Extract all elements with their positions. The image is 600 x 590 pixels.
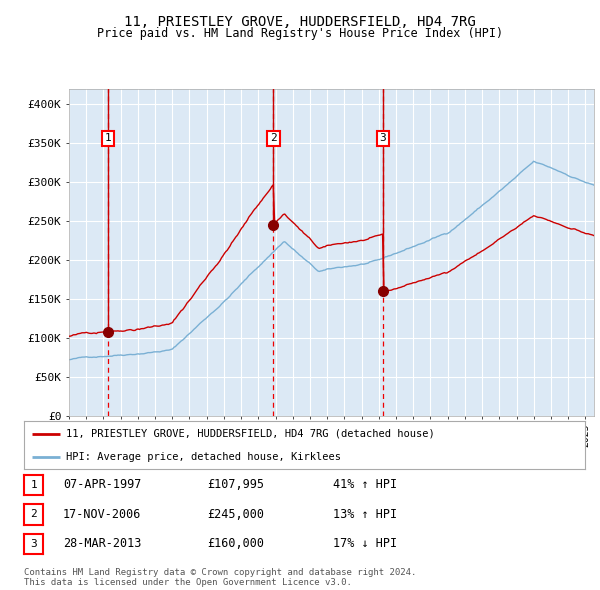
Text: Price paid vs. HM Land Registry's House Price Index (HPI): Price paid vs. HM Land Registry's House … xyxy=(97,27,503,40)
Text: 2: 2 xyxy=(30,510,37,519)
Text: £245,000: £245,000 xyxy=(207,508,264,521)
Text: £107,995: £107,995 xyxy=(207,478,264,491)
Text: 2: 2 xyxy=(270,133,277,143)
Text: 1: 1 xyxy=(30,480,37,490)
Text: HPI: Average price, detached house, Kirklees: HPI: Average price, detached house, Kirk… xyxy=(66,452,341,462)
Text: 07-APR-1997: 07-APR-1997 xyxy=(63,478,142,491)
Text: 3: 3 xyxy=(379,133,386,143)
Text: Contains HM Land Registry data © Crown copyright and database right 2024.
This d: Contains HM Land Registry data © Crown c… xyxy=(24,568,416,587)
Text: £160,000: £160,000 xyxy=(207,537,264,550)
Text: 3: 3 xyxy=(30,539,37,549)
Text: 13% ↑ HPI: 13% ↑ HPI xyxy=(333,508,397,521)
Text: 11, PRIESTLEY GROVE, HUDDERSFIELD, HD4 7RG (detached house): 11, PRIESTLEY GROVE, HUDDERSFIELD, HD4 7… xyxy=(66,429,435,439)
Text: 41% ↑ HPI: 41% ↑ HPI xyxy=(333,478,397,491)
Text: 17% ↓ HPI: 17% ↓ HPI xyxy=(333,537,397,550)
Text: 28-MAR-2013: 28-MAR-2013 xyxy=(63,537,142,550)
Text: 17-NOV-2006: 17-NOV-2006 xyxy=(63,508,142,521)
Text: 11, PRIESTLEY GROVE, HUDDERSFIELD, HD4 7RG: 11, PRIESTLEY GROVE, HUDDERSFIELD, HD4 7… xyxy=(124,15,476,30)
Text: 1: 1 xyxy=(104,133,112,143)
